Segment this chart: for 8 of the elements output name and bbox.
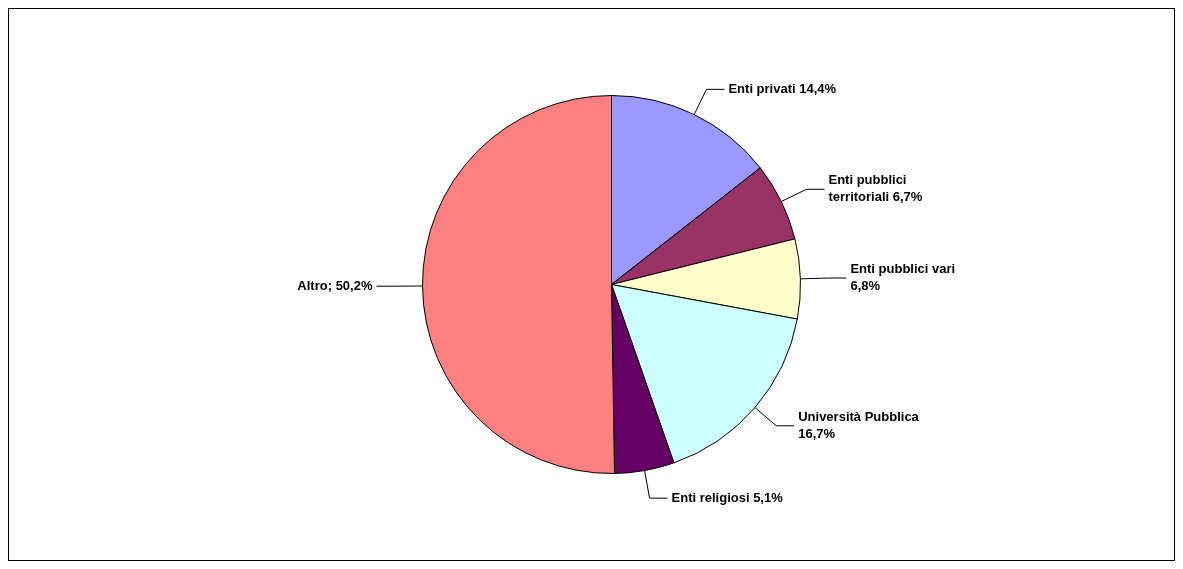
slice-label: Università Pubblica	[798, 408, 920, 424]
slice-label: Altro; 50,2%	[297, 277, 373, 293]
data-label: 6,8%	[850, 278, 881, 294]
slice-label: Enti pubblici territoriali 6,7%	[828, 172, 923, 205]
slice-label: Enti religiosi 5,1%	[671, 489, 784, 505]
slice-label: Enti privati 14,4%	[728, 80, 837, 96]
slice-label: Enti pubblici vari	[850, 261, 956, 277]
data-label: 16,7%	[798, 425, 836, 441]
